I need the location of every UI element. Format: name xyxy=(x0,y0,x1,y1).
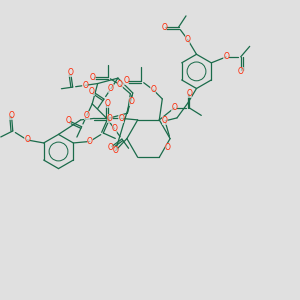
Text: O: O xyxy=(117,80,123,89)
Text: O: O xyxy=(162,116,168,125)
Text: O: O xyxy=(171,103,177,112)
Text: O: O xyxy=(68,68,74,77)
Text: O: O xyxy=(90,73,96,82)
Text: O: O xyxy=(150,85,156,94)
Text: O: O xyxy=(112,146,118,155)
Text: O: O xyxy=(84,111,90,120)
Text: O: O xyxy=(66,116,71,125)
Text: O: O xyxy=(186,89,192,98)
Text: O: O xyxy=(89,86,95,95)
Text: O: O xyxy=(87,137,93,146)
Text: O: O xyxy=(107,143,113,152)
Text: O: O xyxy=(238,68,244,76)
Text: O: O xyxy=(161,23,167,32)
Text: O: O xyxy=(129,97,134,106)
Text: O: O xyxy=(108,84,114,93)
Text: O: O xyxy=(112,124,117,134)
Text: O: O xyxy=(24,136,30,145)
Text: O: O xyxy=(105,100,111,109)
Text: O: O xyxy=(9,111,14,120)
Text: O: O xyxy=(224,52,229,61)
Text: O: O xyxy=(184,35,190,44)
Text: O: O xyxy=(165,143,171,152)
Text: O: O xyxy=(118,114,124,123)
Text: O: O xyxy=(107,113,113,122)
Text: O: O xyxy=(82,81,88,90)
Text: O: O xyxy=(123,76,129,85)
